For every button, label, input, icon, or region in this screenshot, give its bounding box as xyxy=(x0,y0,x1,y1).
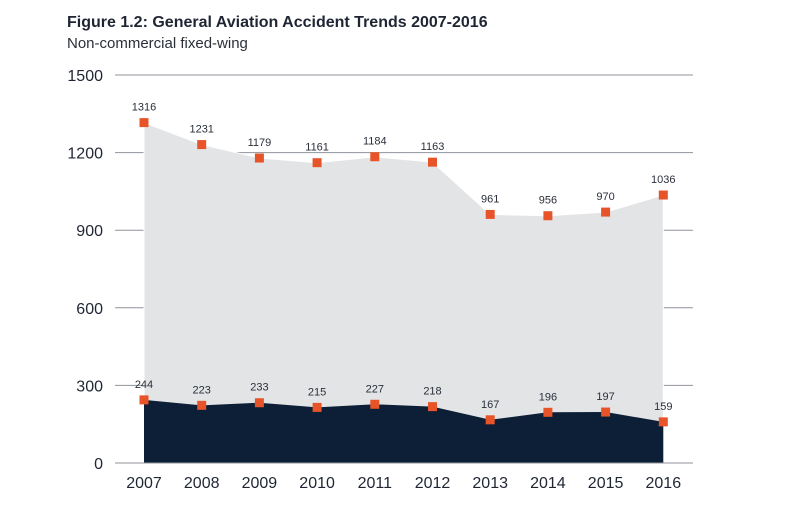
marker-2013 xyxy=(485,415,495,425)
y-tick-label: 0 xyxy=(94,456,103,473)
data-label-2013: 167 xyxy=(481,399,499,411)
marker-2008 xyxy=(197,140,207,150)
data-label-2010: 1161 xyxy=(305,142,329,154)
data-label-2009: 1179 xyxy=(248,137,272,149)
data-labels: 1316 1231 1179 1161 1184 1163 961 956 970 1036 244… xyxy=(132,102,676,413)
x-tick-2009: 2009 xyxy=(242,475,278,492)
data-label-2013: 961 xyxy=(481,193,499,205)
data-label-2016: 1036 xyxy=(651,174,675,186)
x-tick-2010: 2010 xyxy=(299,475,335,492)
marker-2015 xyxy=(601,407,611,417)
data-label-2015: 197 xyxy=(596,391,614,403)
marker-2012 xyxy=(428,402,437,412)
area-series xyxy=(143,121,664,464)
y-tick-label: 300 xyxy=(76,378,103,395)
x-tick-2016: 2016 xyxy=(646,475,682,492)
data-label-2007: 1316 xyxy=(132,102,156,114)
x-tick-2008: 2008 xyxy=(184,475,220,492)
marker-2009 xyxy=(254,398,264,408)
x-tick-2007: 2007 xyxy=(126,475,162,492)
marker-2010 xyxy=(312,402,322,412)
marker-2016 xyxy=(658,190,668,200)
marker-2010 xyxy=(312,158,322,168)
marker-2013 xyxy=(485,209,495,219)
marker-2009 xyxy=(254,153,264,163)
marker-2007 xyxy=(139,118,149,128)
y-axis-ticks: 0 300 600 900 1200 1500 xyxy=(67,68,103,473)
marker-2014 xyxy=(543,211,553,221)
data-markers xyxy=(139,118,668,427)
y-tick-label: 1200 xyxy=(67,146,103,163)
marker-2016 xyxy=(658,417,668,427)
marker-2011 xyxy=(370,152,380,162)
x-axis-ticks: 2007 2008 2009 2010 2011 2012 2013 2014 2015 2016 xyxy=(126,475,681,492)
data-label-2016: 159 xyxy=(654,401,672,413)
x-tick-2013: 2013 xyxy=(472,475,508,492)
marker-2014 xyxy=(543,407,553,417)
data-label-2008: 223 xyxy=(193,384,211,396)
y-tick-label: 600 xyxy=(76,301,103,318)
y-tick-label: 900 xyxy=(76,223,103,240)
marker-2011 xyxy=(370,399,380,409)
chart-subtitle: Non-commercial fixed-wing xyxy=(67,35,248,52)
data-label-2008: 1231 xyxy=(189,124,213,136)
data-label-2011: 227 xyxy=(366,383,384,395)
data-label-2012: 1163 xyxy=(421,141,445,153)
data-label-2014: 196 xyxy=(539,391,557,403)
x-tick-2011: 2011 xyxy=(358,475,393,492)
data-label-2010: 215 xyxy=(308,386,326,398)
x-tick-2014: 2014 xyxy=(530,475,566,492)
marker-2007 xyxy=(139,395,149,405)
data-label-2015: 970 xyxy=(596,191,614,203)
x-tick-2012: 2012 xyxy=(415,475,451,492)
data-label-2009: 233 xyxy=(250,382,268,394)
marker-2008 xyxy=(197,400,207,410)
data-label-2014: 956 xyxy=(539,195,557,207)
y-tick-label: 1500 xyxy=(67,68,103,85)
data-label-2007: 244 xyxy=(135,379,153,391)
data-label-2011: 1184 xyxy=(363,136,387,148)
data-label-2012: 218 xyxy=(423,386,441,398)
x-tick-2015: 2015 xyxy=(588,475,624,492)
chart-title: Figure 1.2: General Aviation Accident Tr… xyxy=(67,14,488,31)
marker-2012 xyxy=(428,157,437,167)
area-fatal xyxy=(144,399,664,463)
marker-2015 xyxy=(601,207,611,217)
